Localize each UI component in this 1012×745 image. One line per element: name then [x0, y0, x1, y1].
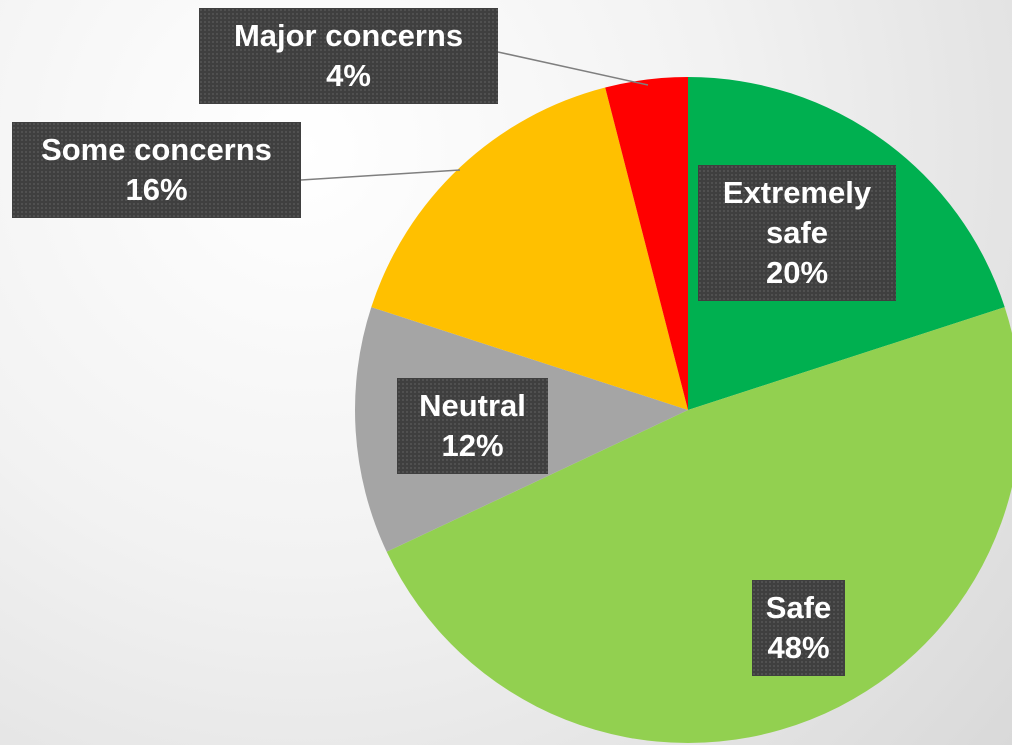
pie-slice	[386, 307, 1012, 743]
pie-slice	[605, 77, 688, 410]
label-value: 20%	[765, 255, 829, 290]
leader-line	[497, 51, 649, 86]
leader-line	[300, 169, 461, 181]
data-label: Neutral 12%	[397, 378, 548, 474]
label-category: Safe	[765, 590, 832, 625]
label-value: 16%	[125, 172, 188, 207]
data-label: Some concerns 16%	[12, 122, 301, 218]
label-category: Neutral	[419, 388, 526, 423]
pie-slice	[371, 87, 688, 411]
data-label: Major concerns 4%	[199, 8, 498, 104]
label-category: Extremely safe	[722, 175, 872, 250]
label-value: 48%	[767, 630, 830, 665]
data-label: Safe 48%	[752, 580, 845, 676]
label-category: Some concerns	[41, 132, 272, 167]
label-category: Major concerns	[233, 18, 464, 53]
data-label: Extremely safe 20%	[698, 165, 896, 301]
label-value: 12%	[441, 428, 504, 463]
label-value: 4%	[326, 58, 371, 93]
